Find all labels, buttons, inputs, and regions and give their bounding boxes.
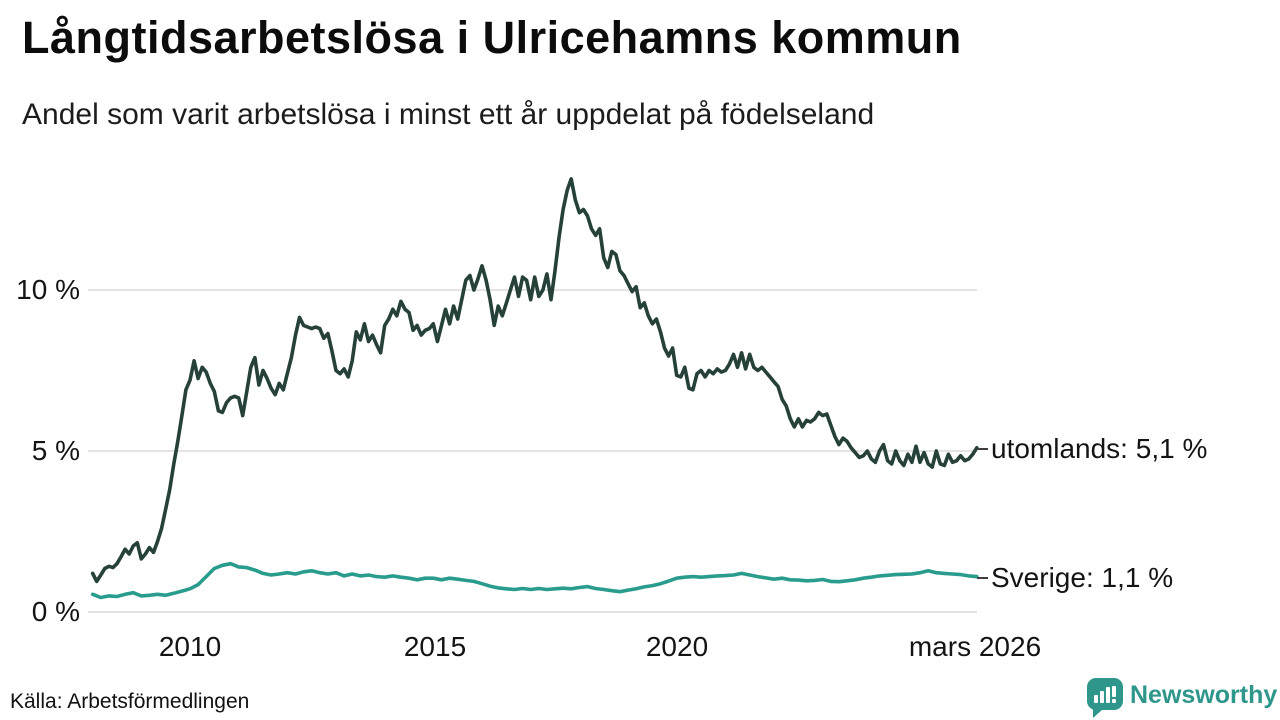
x-axis-tick-2020: 2020 — [645, 631, 709, 662]
series-label-utomlands: utomlands: 5,1 % — [977, 433, 1207, 465]
exclamation-glyph — [1112, 685, 1116, 703]
series-label-sverige-text: Sverige: 1,1 % — [991, 562, 1174, 593]
newsworthy-logo: Newsworthy — [1087, 678, 1277, 720]
y-axis-tick-10: 10 % — [16, 274, 80, 305]
newsworthy-logo-text: Newsworthy — [1130, 681, 1278, 709]
chart-subtitle: Andel som varit arbetslösa i minst ett å… — [22, 98, 875, 131]
newsworthy-logo-icon — [1087, 678, 1123, 718]
bar-chart-glyph — [1094, 685, 1116, 703]
y-axis-tick-5: 5 % — [31, 435, 80, 466]
series-label-sverige: Sverige: 1,1 % — [977, 562, 1173, 594]
x-axis-tick-2010: 2010 — [158, 631, 222, 662]
series-label-utomlands-text: utomlands: 5,1 % — [991, 433, 1208, 464]
series-tick-dash — [977, 577, 988, 579]
page-title: Långtidsarbetslösa i Ulricehamns kommun — [22, 12, 962, 63]
utomlands-line — [90, 177, 979, 584]
x-axis-tick-2015: 2015 — [403, 631, 467, 662]
series-tick-dash — [977, 448, 988, 450]
Sverige-line — [90, 561, 979, 600]
x-axis-tick-mars-2026: mars 2026 — [908, 631, 1042, 662]
speech-bubble-tail — [1093, 709, 1103, 718]
source-note: Källa: Arbetsförmedlingen — [10, 690, 250, 713]
y-axis-tick-0: 0 % — [31, 596, 80, 627]
